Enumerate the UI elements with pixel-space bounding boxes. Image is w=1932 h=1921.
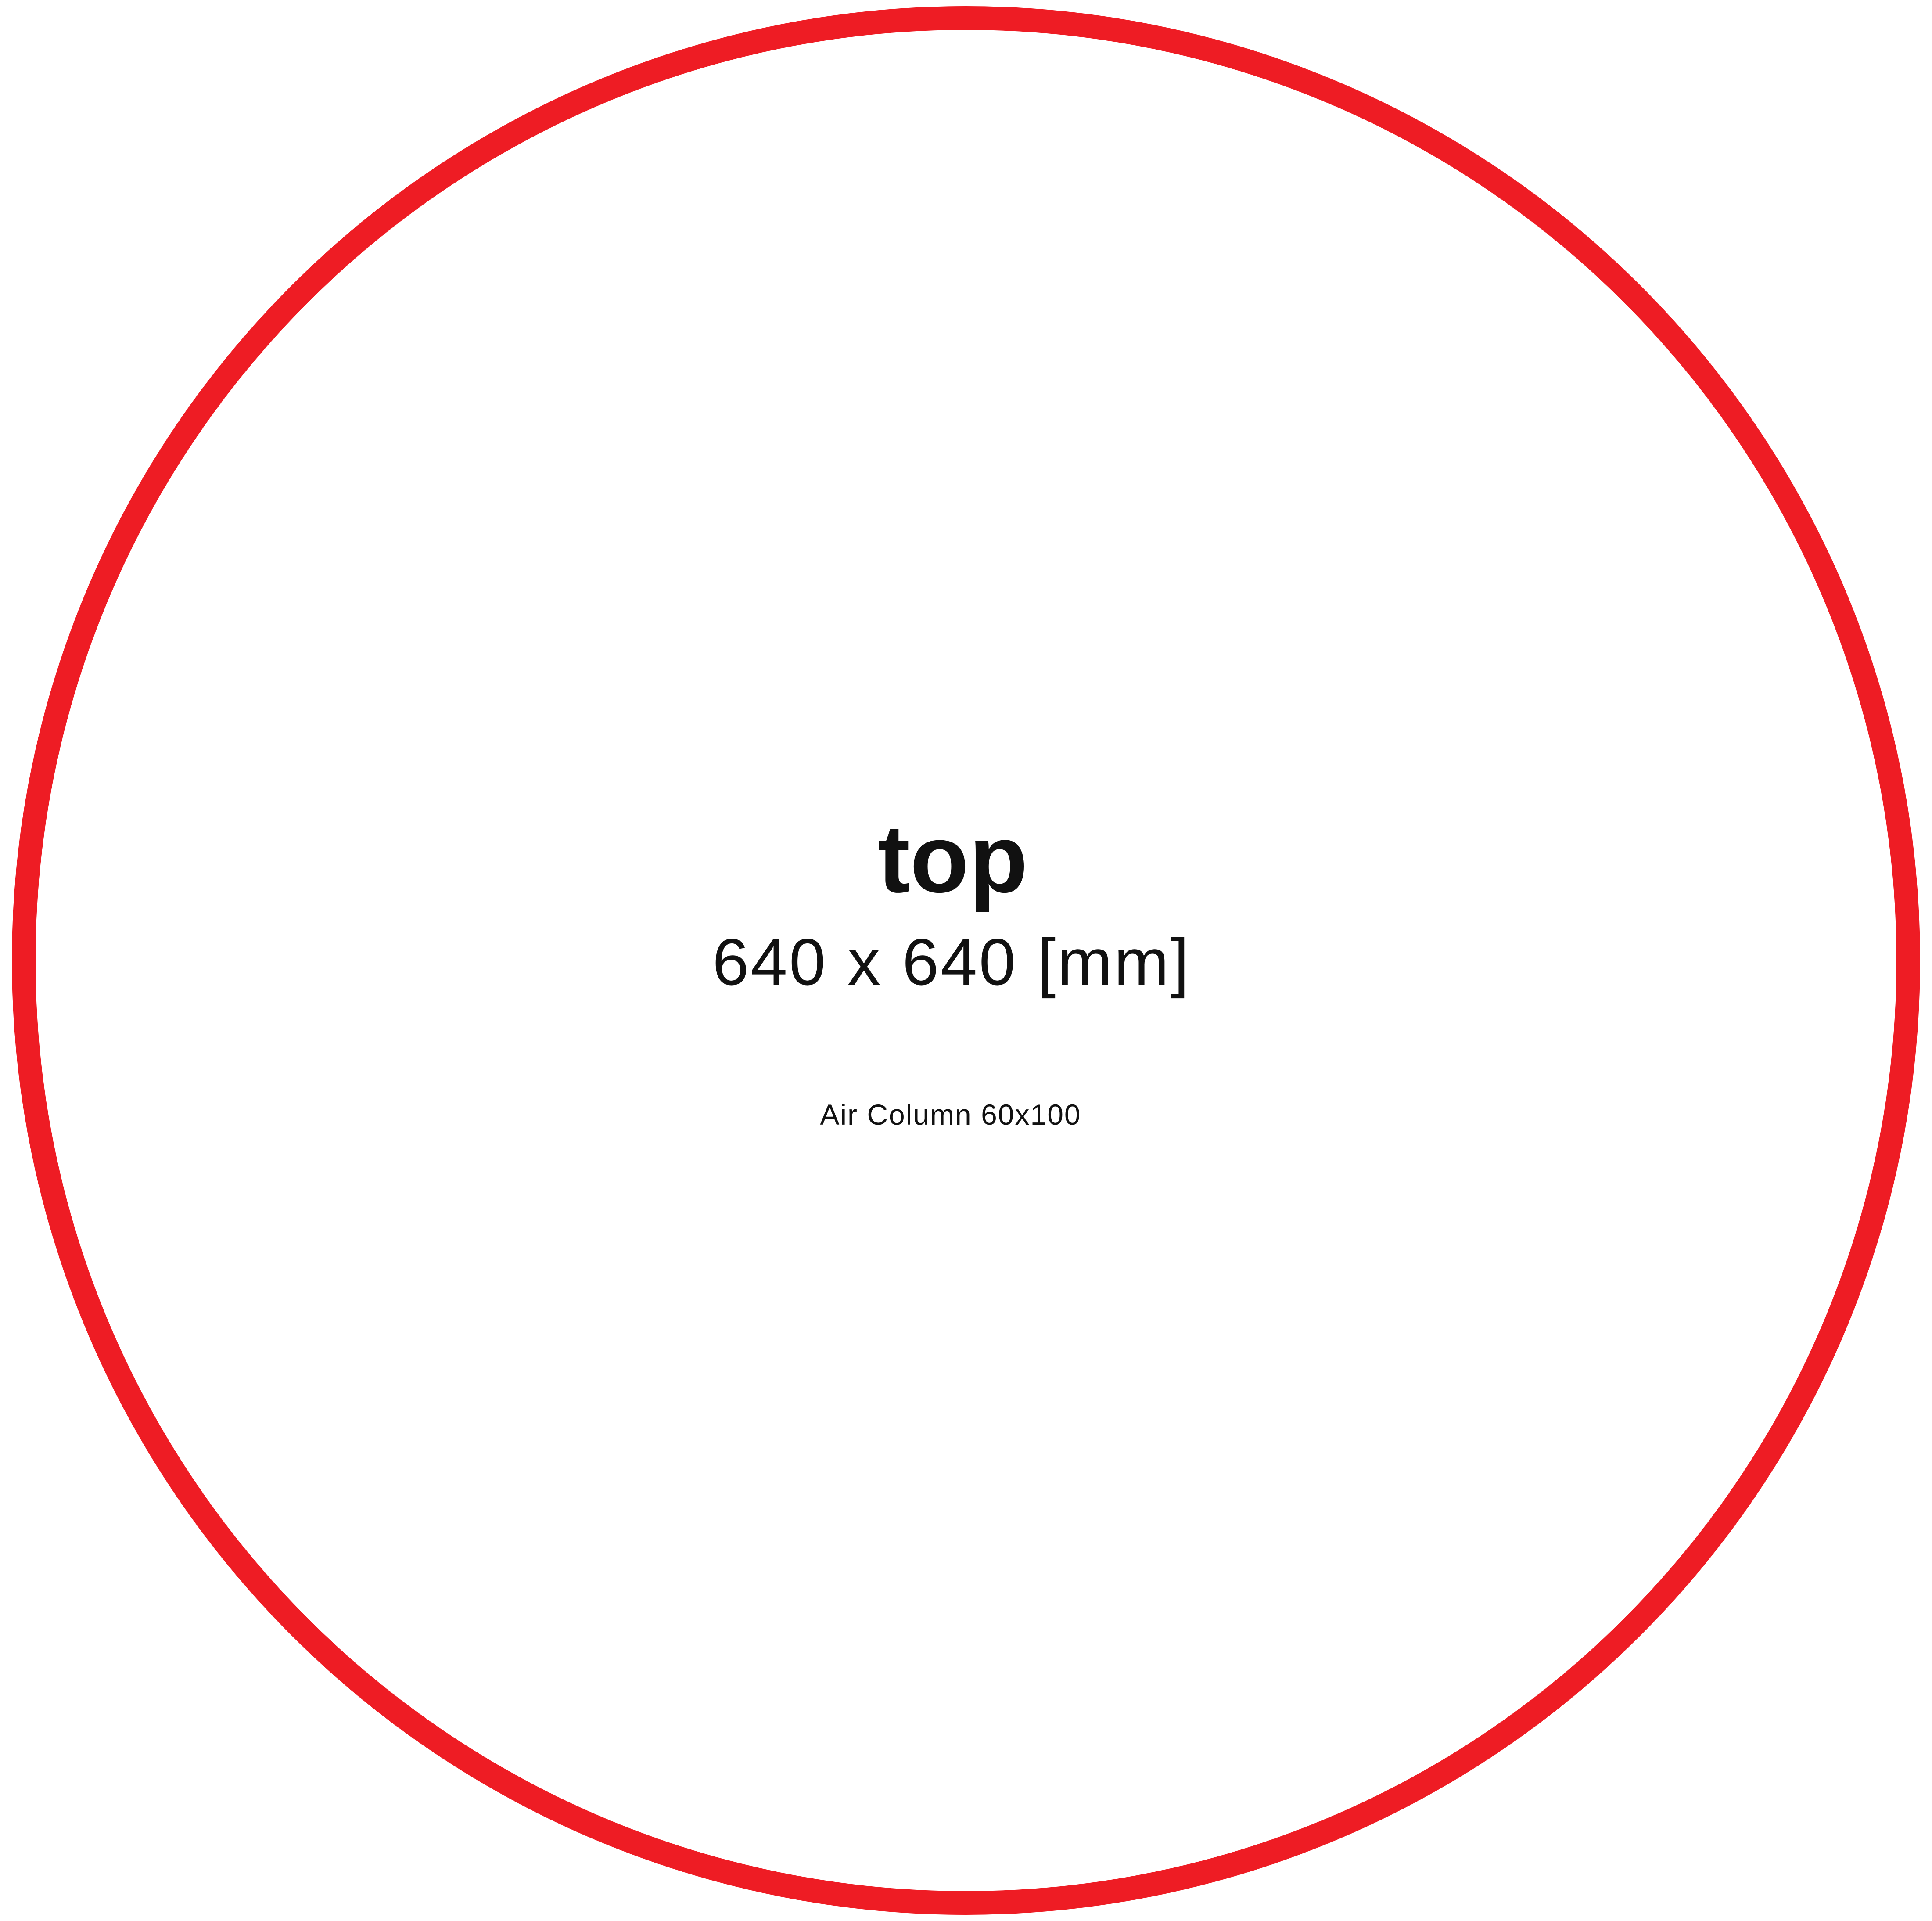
circular-cut-outline bbox=[12, 6, 1920, 1915]
face-title: top bbox=[878, 805, 1028, 913]
product-caption: Air Column 60x100 bbox=[820, 1098, 1081, 1131]
dimensions-label: 640 x 640 [mm] bbox=[712, 925, 1191, 999]
